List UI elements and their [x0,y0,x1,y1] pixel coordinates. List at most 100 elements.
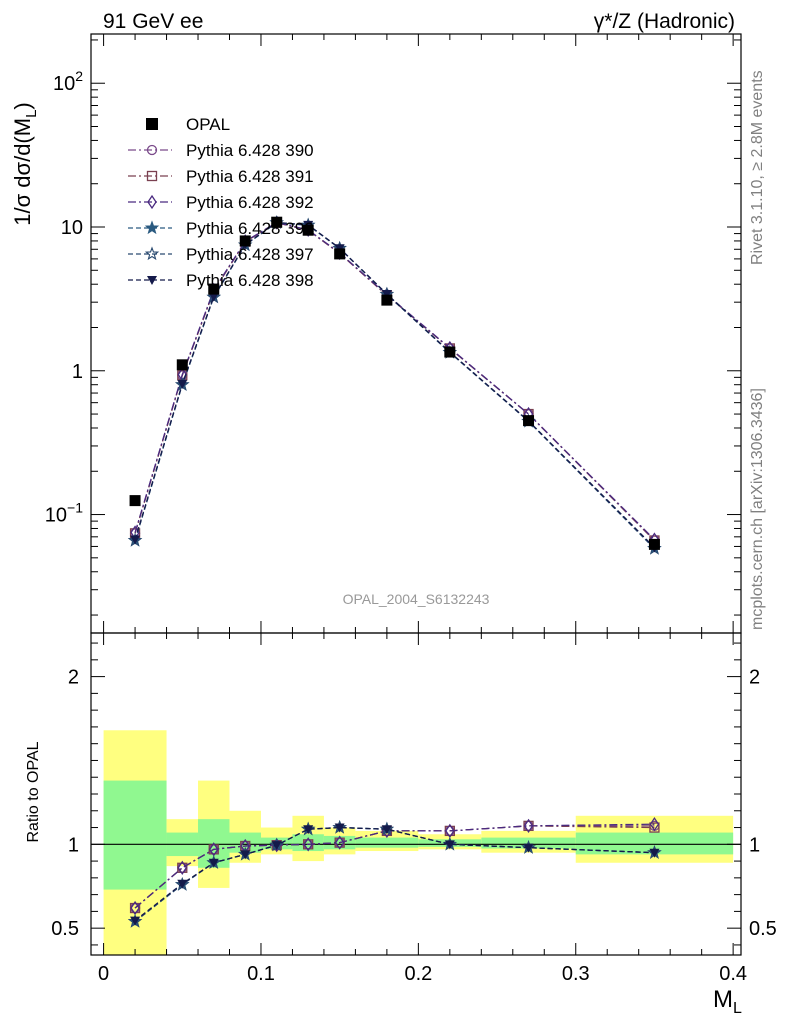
data-point [444,346,456,358]
x-tick-label: 0.1 [247,963,275,985]
green-band-bin [575,832,734,855]
marker-circle [146,144,158,156]
ratio-y-tick-label-right: 1 [749,834,760,856]
ratio-y-tick-label: 0.5 [51,918,79,940]
series-line [134,221,655,541]
legend: OPAL Pythia 6.428 390 Pythia 6.428 391 Pyth… [128,115,314,290]
marker-triangle [208,858,219,868]
data-point [523,415,535,427]
series-pythia-6-428-397 [127,215,662,555]
series-pythia-6-428-396 [127,215,662,555]
marker-triangle [130,916,141,926]
series-opal-data [129,216,660,550]
marker-triangle [130,535,141,545]
marker-square [649,822,660,833]
y-label-close: ) [10,102,35,109]
ratio-panel-series [127,817,662,928]
data-point [648,538,660,550]
ratio-panel-frame [90,632,742,956]
main-y-axis-label: 1/σ dσ/d(ML) [10,102,40,226]
legend-label: Pythia 6.428 392 [186,193,314,212]
series-pythia-6-428-398 [130,823,660,926]
y-tick-label: 1 [72,361,83,383]
marker-triangle [649,848,660,858]
legend-entry: Pythia 6.428 396 [128,219,314,238]
legend-entry: Pythia 6.428 397 [128,245,314,264]
data-point [302,224,314,236]
legend-label: Pythia 6.428 398 [186,271,314,290]
legend-entry: Pythia 6.428 391 [128,167,314,186]
x-label-subscript: L [733,1000,742,1017]
ratio-y-axis-label: Ratio to OPAL [25,741,42,842]
y-tick-label: 102 [53,68,83,95]
marker-diamond [177,860,188,875]
data-point [129,495,141,507]
marker-triangle [444,840,455,850]
marker-triangle [271,841,282,851]
green-band-bin [355,837,419,848]
data-point [381,294,393,306]
data-point [271,216,283,228]
x-tick-label: 0 [98,963,109,985]
legend-label: Pythia 6.428 390 [186,141,314,160]
series-pythia-6-428-390 [129,217,660,546]
y-tick-label: 10 [61,217,83,239]
green-band-bin [229,832,261,853]
data-point [239,235,251,247]
legend-label: Pythia 6.428 391 [186,167,314,186]
x-tick-label: 0.3 [562,963,590,985]
marker-triangle [177,379,188,389]
green-band-bin [292,834,324,852]
marker-diamond [303,837,313,852]
legend-label: OPAL [186,115,230,134]
marker-circle [177,862,188,873]
data-point [146,118,158,130]
marker-triangle [381,825,392,835]
ratio-y-tick-label-right: 2 [749,667,760,689]
y-tick-label: 10−1 [45,500,83,527]
data-point [176,359,188,371]
header-left: 91 GeV ee [103,10,203,33]
x-axis-label: ML [713,986,742,1017]
series-line [134,826,655,922]
header-right: γ*/Z (Hadronic) [594,10,735,33]
ratio-y-tick-label-right: 0.5 [749,918,777,940]
series-pythia-6-428-392 [130,215,660,547]
series-pythia-6-428-391 [129,217,660,546]
marker-diamond [334,835,345,850]
ratio-y-tick-label: 2 [68,667,79,689]
legend-entry: Pythia 6.428 390 [128,141,314,160]
legend-entry-opal: OPAL [146,115,230,134]
marker-diamond [649,817,660,832]
marker-diamond [147,194,157,210]
legend-entry: Pythia 6.428 392 [128,193,314,212]
marker-triangle [334,823,345,833]
x-tick-label: 0.4 [719,963,747,985]
marker-triangle [147,276,157,285]
marker-triangle [381,289,392,299]
x-tick-label: 0.2 [404,963,432,985]
data-point [334,248,346,260]
marker-star [144,246,160,261]
marker-triangle [240,850,251,860]
marker-triangle [177,879,188,889]
ratio-y-tick-label: 1 [68,834,79,856]
main-panel-series [127,215,662,555]
legend-label: Pythia 6.428 396 [186,219,314,238]
mcplots-label: mcplots.cern.ch [arXiv:1306.3436] [749,388,766,630]
rivet-version-label: Rivet 3.1.10, ≥ 2.8M events [749,70,766,265]
marker-triangle [208,292,219,302]
series-pythia-6-428-398 [130,218,660,553]
marker-square [146,170,158,182]
y-tick-label-exponent: −1 [67,500,83,516]
marker-star [144,220,160,235]
y-tick-label-exponent: 2 [75,68,83,84]
legend-label: Pythia 6.428 397 [186,245,314,264]
ratio-uncertainty-bands [91,730,741,955]
green-band-bin [103,780,167,890]
y-label-subscript: L [23,110,40,118]
data-point [208,283,220,295]
marker-diamond [523,818,534,834]
marker-triangle [303,825,314,835]
